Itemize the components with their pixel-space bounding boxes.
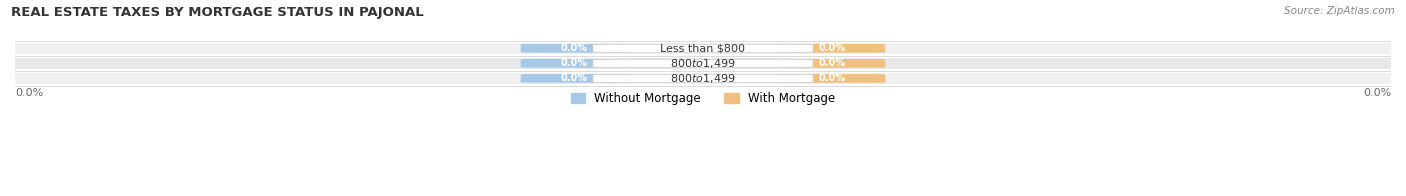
- Text: Source: ZipAtlas.com: Source: ZipAtlas.com: [1284, 6, 1395, 16]
- Text: Less than $800: Less than $800: [661, 43, 745, 53]
- Text: 0.0%: 0.0%: [818, 43, 845, 53]
- FancyBboxPatch shape: [520, 74, 627, 83]
- Text: 0.0%: 0.0%: [15, 88, 44, 98]
- Text: 0.0%: 0.0%: [561, 58, 588, 68]
- Text: 0.0%: 0.0%: [561, 43, 588, 53]
- FancyBboxPatch shape: [779, 59, 886, 68]
- Bar: [15, 73, 1391, 84]
- FancyBboxPatch shape: [779, 44, 886, 53]
- Text: $800 to $1,499: $800 to $1,499: [671, 57, 735, 70]
- Legend: Without Mortgage, With Mortgage: Without Mortgage, With Mortgage: [567, 87, 839, 110]
- FancyBboxPatch shape: [593, 59, 813, 67]
- Text: 0.0%: 0.0%: [1362, 88, 1391, 98]
- Text: 0.0%: 0.0%: [818, 74, 845, 83]
- Bar: [15, 58, 1391, 69]
- Text: REAL ESTATE TAXES BY MORTGAGE STATUS IN PAJONAL: REAL ESTATE TAXES BY MORTGAGE STATUS IN …: [11, 6, 425, 19]
- Text: 0.0%: 0.0%: [818, 58, 845, 68]
- FancyBboxPatch shape: [520, 59, 627, 68]
- Text: $800 to $1,499: $800 to $1,499: [671, 72, 735, 85]
- Bar: [15, 43, 1391, 54]
- FancyBboxPatch shape: [779, 74, 886, 83]
- Text: 0.0%: 0.0%: [561, 74, 588, 83]
- FancyBboxPatch shape: [593, 74, 813, 83]
- FancyBboxPatch shape: [520, 44, 627, 53]
- FancyBboxPatch shape: [593, 44, 813, 52]
